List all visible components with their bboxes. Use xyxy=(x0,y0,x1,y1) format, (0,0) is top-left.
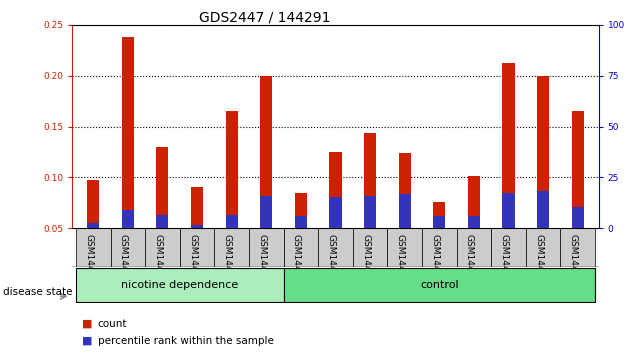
Text: percentile rank within the sample: percentile rank within the sample xyxy=(98,336,273,346)
Text: GSM144127: GSM144127 xyxy=(465,234,474,289)
Bar xyxy=(364,196,376,279)
Text: GSM144131: GSM144131 xyxy=(84,234,93,289)
Bar xyxy=(468,216,480,279)
Bar xyxy=(364,133,376,279)
Text: GSM144129: GSM144129 xyxy=(534,234,543,289)
Bar xyxy=(156,215,168,279)
Bar xyxy=(295,216,307,279)
Text: GSM144125: GSM144125 xyxy=(396,234,404,289)
Text: nicotine dependence: nicotine dependence xyxy=(121,280,238,290)
Bar xyxy=(399,153,411,279)
Text: ■: ■ xyxy=(82,319,93,329)
Bar xyxy=(191,225,203,279)
Bar xyxy=(284,268,595,302)
Bar xyxy=(387,228,422,267)
Bar xyxy=(571,207,584,279)
Text: disease state: disease state xyxy=(3,287,72,297)
Bar xyxy=(122,37,134,279)
Bar xyxy=(399,194,411,279)
Bar xyxy=(433,216,445,279)
Bar xyxy=(87,181,100,279)
Text: GSM144133: GSM144133 xyxy=(154,234,163,289)
Text: GSM144134: GSM144134 xyxy=(188,234,197,289)
Text: GSM144128: GSM144128 xyxy=(500,234,508,289)
Bar xyxy=(122,210,134,279)
Bar xyxy=(249,228,284,267)
Bar xyxy=(433,202,445,279)
Text: control: control xyxy=(420,280,459,290)
Bar xyxy=(191,187,203,279)
Bar xyxy=(76,228,110,267)
Bar xyxy=(226,215,238,279)
Text: GSM144124: GSM144124 xyxy=(361,234,370,289)
Text: GSM144126: GSM144126 xyxy=(430,234,439,289)
Text: GSM144136: GSM144136 xyxy=(257,234,266,289)
Bar xyxy=(318,228,353,267)
Bar xyxy=(76,268,284,302)
Bar xyxy=(180,228,214,267)
Text: count: count xyxy=(98,319,127,329)
Text: GDS2447 / 144291: GDS2447 / 144291 xyxy=(199,11,330,25)
Bar xyxy=(260,196,272,279)
Bar xyxy=(87,223,100,279)
Bar xyxy=(561,228,595,267)
Bar xyxy=(422,228,457,267)
Bar xyxy=(329,197,341,279)
Bar xyxy=(503,63,515,279)
Bar xyxy=(491,228,526,267)
Bar xyxy=(537,191,549,279)
Text: GSM144132: GSM144132 xyxy=(119,234,128,289)
Bar xyxy=(571,111,584,279)
Bar xyxy=(468,176,480,279)
Bar xyxy=(537,76,549,279)
Bar xyxy=(353,228,387,267)
Text: ■: ■ xyxy=(82,336,93,346)
Text: GSM144123: GSM144123 xyxy=(326,234,335,289)
Bar xyxy=(526,228,561,267)
Bar xyxy=(295,193,307,279)
Bar xyxy=(214,228,249,267)
Bar xyxy=(457,228,491,267)
Bar xyxy=(145,228,180,267)
Bar xyxy=(503,193,515,279)
Bar xyxy=(226,111,238,279)
Text: GSM144122: GSM144122 xyxy=(292,234,301,289)
Bar xyxy=(156,147,168,279)
Bar xyxy=(110,228,145,267)
Text: GSM144130: GSM144130 xyxy=(569,234,578,289)
Bar xyxy=(329,152,341,279)
Bar xyxy=(260,76,272,279)
Text: GSM144135: GSM144135 xyxy=(222,234,232,289)
Bar xyxy=(284,228,318,267)
